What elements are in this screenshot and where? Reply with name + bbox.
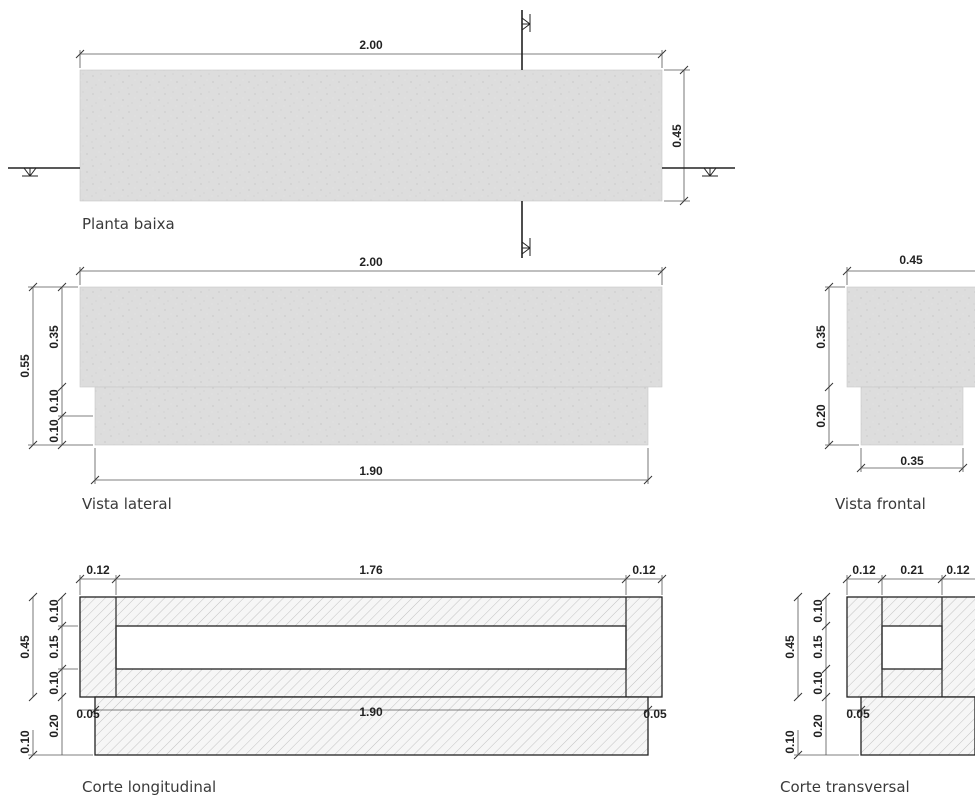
lateral-dim-mid: 0.10 bbox=[47, 389, 61, 413]
trans-dim-a: 0.12 bbox=[852, 563, 876, 577]
view-corte-longitudinal: 0.12 1.76 0.12 0.05 1.90 0.05 0.45 0.10 … bbox=[18, 563, 667, 796]
section-marker-top-icon bbox=[521, 14, 531, 32]
long-dim-b: 0.15 bbox=[47, 635, 61, 659]
trans-dim-v3: 0.10 bbox=[811, 671, 825, 695]
dim-tick bbox=[57, 692, 67, 702]
dim-tick bbox=[643, 705, 653, 715]
long-dim-c: 0.10 bbox=[47, 671, 61, 695]
dim-tick bbox=[793, 592, 803, 602]
trans-dim-v5: 0.10 bbox=[783, 730, 797, 754]
long-dim-base-left: 0.05 bbox=[76, 707, 100, 721]
trans-dim-v1: 0.10 bbox=[811, 599, 825, 623]
view-planta-baixa: 2.00 0.45 bbox=[8, 10, 735, 258]
lateral-dim-height-total: 0.55 bbox=[18, 354, 32, 378]
plan-slab bbox=[79, 69, 663, 202]
lateral-dim-upper: 0.35 bbox=[47, 325, 61, 349]
section-marker-bottom-icon bbox=[521, 238, 531, 256]
trans-dim-c: 0.12 bbox=[946, 563, 970, 577]
frontal-top-block bbox=[846, 286, 975, 388]
trans-dim-v2: 0.15 bbox=[811, 635, 825, 659]
trans-dim-base-left: 0.05 bbox=[846, 707, 870, 721]
long-dim-a: 0.10 bbox=[47, 599, 61, 623]
long-dim-base-right: 0.05 bbox=[643, 707, 667, 721]
long-dim-e: 0.10 bbox=[18, 730, 32, 754]
frontal-dim-upper: 0.35 bbox=[814, 325, 828, 349]
frontal-dim-lower: 0.20 bbox=[814, 404, 828, 428]
plan-dim-width: 0.45 bbox=[670, 124, 684, 148]
lateral-dim-base: 1.90 bbox=[359, 464, 383, 478]
dim-tick bbox=[821, 692, 831, 702]
lateral-base-block bbox=[94, 386, 649, 446]
dim-tick bbox=[28, 592, 38, 602]
long-dim-wall-right: 0.12 bbox=[632, 563, 656, 577]
dim-tick bbox=[793, 692, 803, 702]
dim-tick bbox=[821, 664, 831, 674]
frontal-dim-width: 0.45 bbox=[899, 253, 923, 267]
view-vista-lateral: 2.00 1.90 0.55 0.35 0.10 0.10 Vista late… bbox=[18, 255, 667, 513]
lateral-dim-low: 0.10 bbox=[47, 419, 61, 443]
long-dim-total: 0.45 bbox=[18, 635, 32, 659]
caption-planta-baixa: Planta baixa bbox=[82, 215, 175, 233]
section-marker-left-icon bbox=[22, 167, 38, 177]
dim-tick bbox=[821, 592, 831, 602]
long-section-void bbox=[115, 625, 627, 670]
caption-vista-frontal: Vista frontal bbox=[835, 495, 926, 513]
frontal-base-block bbox=[860, 386, 964, 446]
long-dim-span: 1.76 bbox=[359, 563, 383, 577]
caption-corte-longitudinal: Corte longitudinal bbox=[82, 778, 216, 796]
plan-dim-length: 2.00 bbox=[359, 38, 383, 52]
frontal-dim-base: 0.35 bbox=[900, 454, 924, 468]
view-vista-frontal: 0.45 0.35 0.35 0.20 Vista frontal bbox=[814, 253, 975, 513]
caption-vista-lateral: Vista lateral bbox=[82, 495, 172, 513]
long-dim-base: 1.90 bbox=[359, 705, 383, 719]
dim-tick bbox=[28, 692, 38, 702]
dim-tick bbox=[856, 705, 866, 715]
dim-tick bbox=[57, 592, 67, 602]
trans-section-base bbox=[860, 696, 975, 756]
long-dim-wall-left: 0.12 bbox=[86, 563, 110, 577]
trans-dim-total: 0.45 bbox=[783, 635, 797, 659]
trans-dim-b: 0.21 bbox=[900, 563, 924, 577]
caption-corte-transversal: Corte transversal bbox=[780, 778, 910, 796]
section-marker-right-icon bbox=[702, 167, 718, 177]
trans-dim-v4: 0.20 bbox=[811, 714, 825, 738]
long-section-base bbox=[94, 696, 649, 756]
view-corte-transversal: 0.12 0.21 0.12 0.45 0.10 0.15 0.10 0.20 … bbox=[780, 563, 975, 796]
long-dim-d: 0.20 bbox=[47, 714, 61, 738]
dim-tick bbox=[821, 621, 831, 631]
dim-tick bbox=[57, 382, 67, 392]
lateral-top-block bbox=[79, 286, 663, 388]
dim-tick bbox=[90, 705, 100, 715]
dim-tick bbox=[824, 382, 834, 392]
trans-section-void bbox=[881, 625, 943, 670]
lateral-dim-length: 2.00 bbox=[359, 255, 383, 269]
